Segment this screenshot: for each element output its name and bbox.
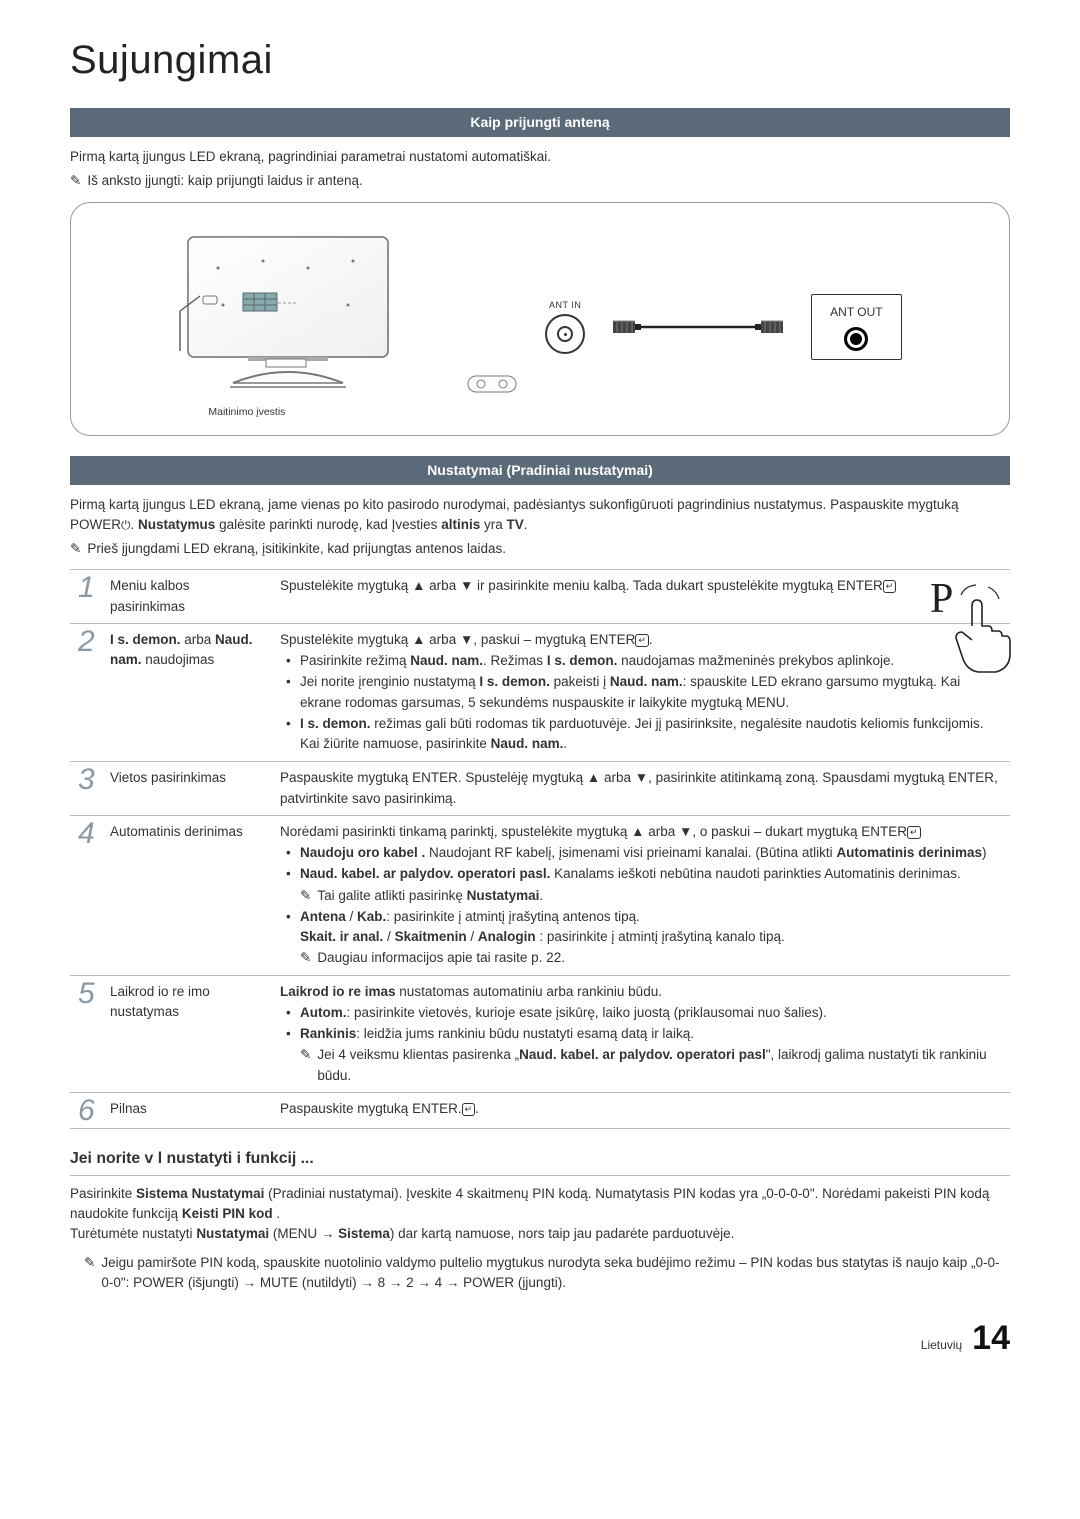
reset-note-text: Jeigu pamiršote PIN kodą, spauskite nuot… [101,1253,1010,1294]
note-icon [300,886,311,906]
note-icon [70,171,81,191]
step-number: 2 [70,623,102,762]
power-caption: Maitinimo įvestis [208,405,517,421]
step-number: 1 [70,570,102,624]
enter-icon [907,826,921,839]
ant-in-label: ANT IN [549,299,581,313]
list-item: Rankinis: leidžia jums rankiniu būdu nus… [280,1024,1002,1044]
step-number: 6 [70,1092,102,1129]
step-content: Paspauskite mygtuką ENTER. Spustelėję my… [272,762,1010,816]
step-content: Norėdami pasirinkti tinkamą parinktį, sp… [272,815,1010,975]
ant-out-label: ANT OUT [830,303,882,321]
section1-prenote-text: Iš anksto įjungti: kaip prijungti laidus… [87,171,362,191]
step-label: I s. demon. arba Naud. nam. naudojimas [102,623,272,762]
reset-p2: Turėtumėte nustatyti Nustatymai (MENU → … [70,1224,1010,1244]
step-row: 5 Laikrod io re imo nustatymas Laikrod i… [70,975,1010,1092]
step-content: Paspauskite mygtuką ENTER.. [272,1092,1010,1129]
step-label: Meniu kalbos pasirinkimas [102,570,272,624]
svg-text:P: P [930,576,953,622]
step-row: 4 Automatinis derinimas Norėdami pasirin… [70,815,1010,975]
step-label: Pilnas [102,1092,272,1129]
list-item: Antena / Kab.: pasirinkite į atmintį įra… [280,907,1002,948]
page-title: Sujungimai [70,30,1010,90]
list-item: Pasirinkite režimą Naud. nam.. Režimas I… [280,651,1002,671]
ant-out-box: ANT OUT [811,294,901,360]
ant-out-port [844,327,868,351]
section1-intro: Pirmą kartą įjungus LED ekraną, pagrindi… [70,147,1010,167]
note-icon [300,948,311,968]
step-number: 4 [70,815,102,975]
list-item: Naud. kabel. ar palydov. operatori pasl.… [280,864,1002,884]
step-number: 5 [70,975,102,1092]
list-item: Autom.: pasirinkite vietovės, kurioje es… [280,1003,1002,1023]
section2-prenote: Prieš įjungdami LED ekraną, įsitikinkite… [70,539,1010,559]
step-row: 3 Vietos pasirinkimas Paspauskite mygtuk… [70,762,1010,816]
steps-table: 1 Meniu kalbos pasirinkimas Spustelėkite… [70,569,1010,1129]
antenna-diagram: Maitinimo įvestis ANT IN ANT OUT [70,202,1010,436]
list-item: Naudoju oro kabel . Naudojant RF kabelį,… [280,843,1002,863]
step-label: Automatinis derinimas [102,815,272,975]
step-content: Laikrod io re imas nustatomas automatini… [272,975,1010,1092]
step-number: 3 [70,762,102,816]
list-item: Jei norite įrenginio nustatymą I s. demo… [280,672,1002,713]
page-number: 14 [972,1313,1010,1364]
section2-intro: Pirmą kartą įjungus LED ekraną, jame vie… [70,495,1010,536]
section1-prenote: Iš anksto įjungti: kaip prijungti laidus… [70,171,1010,191]
enter-icon [462,1103,476,1116]
tv-graphic: Maitinimo įvestis [178,233,517,421]
section2-prenote-text: Prieš įjungdami LED ekraną, įsitikinkite… [87,539,506,559]
ant-in-port: ANT IN [545,299,585,355]
step-label: Laikrod io re imo nustatymas [102,975,272,1092]
note-icon [300,1045,311,1086]
reset-note: Jeigu pamiršote PIN kodą, spauskite nuot… [70,1253,1010,1294]
cable-graphic [613,315,783,339]
step-content: Spustelėkite mygtuką ▲ arba ▼ ir pasirin… [272,570,1010,624]
step-label: Vietos pasirinkimas [102,762,272,816]
page-footer: Lietuvių 14 [70,1313,1010,1364]
reset-p1: Pasirinkite Sistema Nustatymai (Pradinia… [70,1184,1010,1225]
step-row: 2 I s. demon. arba Naud. nam. naudojimas… [70,623,1010,762]
footer-lang: Lietuvių [921,1336,962,1354]
step-row: 1 Meniu kalbos pasirinkimas Spustelėkite… [70,570,1010,624]
step-content: Spustelėkite mygtuką ▲ arba ▼, paskui – … [272,623,1010,762]
section2-heading: Nustatymai (Pradiniai nustatymai) [70,456,1010,485]
step-row: 6 Pilnas Paspauskite mygtuką ENTER.. [70,1092,1010,1129]
enter-icon [635,634,649,647]
remote-icon [467,375,517,393]
note-icon [84,1253,95,1273]
reset-heading: Jei norite v l nustatyti i funkcij ... [70,1147,1010,1176]
enter-icon [883,580,897,593]
list-item: I s. demon. režimas gali būti rodomas ti… [280,714,1002,755]
note-icon [70,539,81,559]
section1-heading: Kaip prijungti anteną [70,108,1010,137]
power-icon [121,517,131,532]
